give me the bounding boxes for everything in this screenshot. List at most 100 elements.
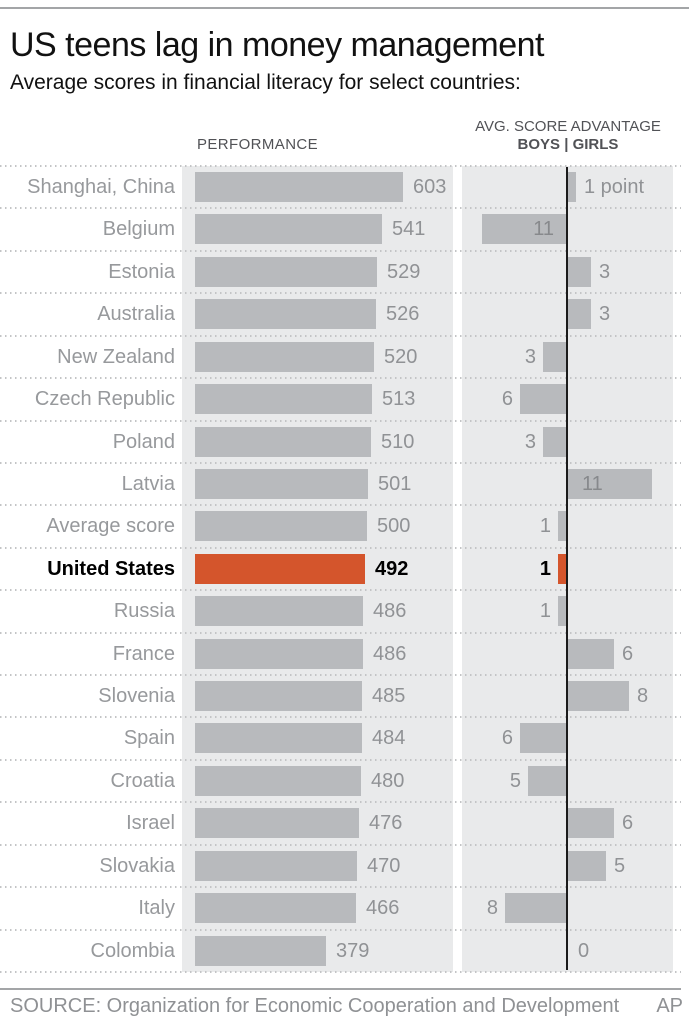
score-value: 513 [382, 388, 416, 411]
chart-row: France 486 6 [0, 631, 689, 675]
country-label: Israel [126, 812, 175, 835]
advantage-bar [558, 511, 566, 542]
top-rule [0, 7, 689, 9]
performance-bar [195, 511, 367, 542]
country-label: France [112, 642, 175, 665]
score-value: 485 [372, 685, 406, 708]
row-divider [0, 334, 681, 337]
chart-row: Croatia 480 5 [0, 758, 689, 802]
score-value: 476 [369, 812, 403, 835]
performance-bar [195, 765, 361, 796]
advantage-value: 6 [501, 727, 513, 750]
score-value: 484 [372, 727, 406, 750]
advantage-bar [520, 384, 566, 415]
advantage-bar [568, 681, 629, 712]
chart-row: Average score 500 1 [0, 504, 689, 547]
chart-row: New Zealand 520 3 [0, 334, 689, 378]
advantage-value: 6 [622, 642, 634, 665]
advantage-bar [568, 468, 652, 499]
advantage-bar [558, 596, 566, 627]
country-label: Italy [138, 897, 175, 920]
advantage-value: 5 [509, 769, 521, 792]
country-label: Shanghai, China [27, 176, 175, 198]
chart-row: Australia 526 3 [0, 292, 689, 335]
advantage-value: 0 [578, 939, 590, 962]
performance-bar [195, 596, 363, 627]
advantage-bar [482, 214, 566, 245]
country-label: Latvia [121, 472, 175, 495]
score-value: 541 [392, 218, 426, 241]
advantage-bar [528, 765, 566, 796]
row-divider [0, 716, 681, 719]
score-value: 486 [373, 642, 407, 665]
advantage-value: 6 [622, 812, 634, 835]
row-divider [0, 843, 681, 846]
advantage-bar [558, 553, 566, 584]
performance-bar [195, 638, 363, 669]
advantage-bar [568, 808, 614, 839]
row-divider [0, 419, 681, 422]
performance-bar [195, 723, 362, 754]
performance-column-header: PERFORMANCE [197, 136, 319, 153]
performance-bar [195, 850, 357, 881]
advantage-bar [543, 341, 566, 372]
row-divider [0, 674, 681, 677]
score-value: 466 [366, 897, 400, 920]
performance-bar [195, 299, 376, 330]
chart-row: Poland 510 3 [0, 419, 689, 463]
score-value: 470 [367, 854, 401, 877]
advantage-header-line1: AVG. SCORE ADVANTAGE [475, 118, 661, 135]
advantage-axis-line [566, 167, 568, 970]
advantage-bar [568, 256, 591, 287]
chart-row: Estonia 529 3 [0, 249, 689, 293]
score-value: 529 [387, 260, 421, 283]
advantage-value: 1 [539, 515, 551, 538]
advantage-value: 6 [501, 388, 513, 411]
row-divider [0, 886, 681, 889]
country-label: Average score [46, 515, 175, 538]
advantage-bar [520, 723, 566, 754]
source-text: SOURCE: Organization for Economic Cooper… [10, 995, 620, 1017]
chart-row: Slovakia 470 5 [0, 843, 689, 887]
country-label: Croatia [110, 769, 175, 792]
row-divider [0, 377, 681, 380]
row-divider [0, 546, 681, 549]
advantage-value: 1 [539, 600, 551, 623]
performance-bar [195, 172, 403, 202]
performance-bar [195, 341, 374, 372]
row-divider [0, 461, 681, 464]
score-value: 501 [378, 472, 412, 495]
advantage-bar [568, 299, 591, 330]
country-label: United States [47, 557, 175, 580]
country-label: Spain [123, 727, 175, 750]
row-divider [0, 589, 681, 592]
page-subtitle: Average scores in financial literacy for… [10, 71, 521, 94]
advantage-bar [568, 638, 614, 669]
score-value: 492 [375, 557, 409, 580]
score-value: 500 [377, 515, 411, 538]
page-title: US teens lag in money management [10, 26, 544, 64]
chart-row: Israel 476 6 [0, 801, 689, 844]
row-divider [0, 801, 681, 804]
country-label: Slovakia [99, 854, 175, 877]
advantage-value: 8 [486, 897, 498, 920]
chart-row: United States 492 1 [0, 546, 689, 590]
score-value: 603 [413, 176, 447, 198]
row-divider [0, 165, 681, 167]
advantage-value: 3 [524, 430, 536, 453]
advantage-value: 3 [599, 260, 611, 283]
chart-row: Italy 466 8 [0, 886, 689, 929]
country-label: Poland [112, 430, 175, 453]
performance-bar [195, 893, 356, 924]
score-value: 520 [384, 345, 418, 368]
advantage-bar [543, 426, 566, 457]
advantage-header-line2: BOYS | GIRLS [517, 136, 619, 153]
row-divider [0, 504, 681, 507]
score-value: 486 [373, 600, 407, 623]
performance-bar [195, 468, 368, 499]
performance-bar [195, 808, 359, 839]
chart-row: Shanghai, China 603 1 point [0, 165, 689, 208]
advantage-value: 1 [539, 557, 551, 580]
country-label: Russia [113, 600, 175, 623]
country-label: Colombia [90, 939, 175, 962]
